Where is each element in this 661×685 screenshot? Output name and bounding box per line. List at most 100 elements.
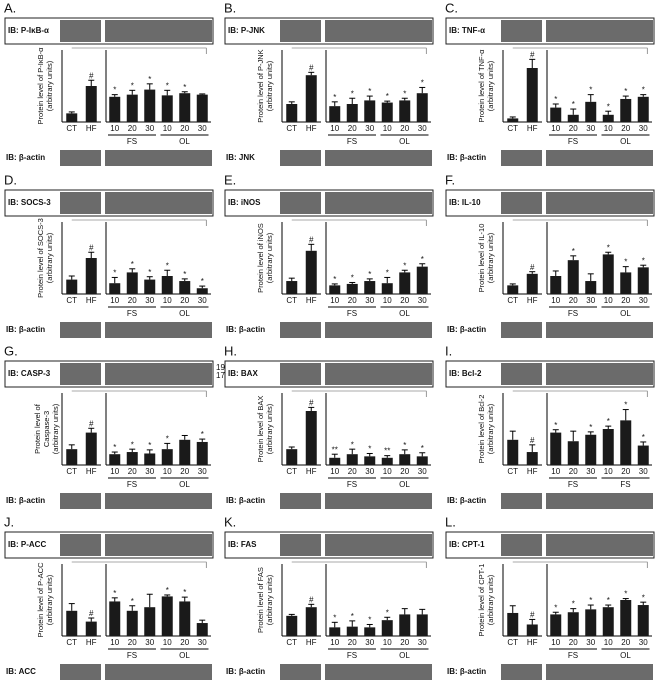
x-tick-label: 20 [621,296,630,305]
blot-title: IB: P-IκB-α [8,26,49,35]
significance-mark: * [113,269,116,278]
significance-mark: * [131,81,134,90]
bar [602,429,614,465]
x-tick-label: HF [86,467,97,476]
group-label: OL [620,137,631,146]
bar [550,432,562,465]
bar [66,610,78,636]
bar [305,250,317,294]
blot-image [546,322,653,338]
control-blot-label: IB: β-actin [226,496,265,505]
x-tick-label: CT [66,638,77,647]
significance-mark: # [309,595,314,604]
bar [179,93,191,122]
x-tick-label: 30 [198,296,207,305]
blot-image [325,363,432,385]
bar [567,441,579,465]
x-tick-label: 30 [586,467,595,476]
bar [126,94,138,122]
x-tick-label: HF [306,638,317,647]
significance-mark: # [89,243,94,252]
significance-mark: * [351,440,354,449]
significance-mark: * [333,93,336,102]
bar [346,104,358,122]
group-label: OL [620,309,631,318]
x-tick-label: 30 [586,296,595,305]
x-tick-label: 30 [639,124,648,133]
x-tick-label: 10 [383,638,392,647]
panel-letter: E. [224,172,236,187]
bar [620,98,632,122]
bracket [512,561,648,568]
x-tick-label: 30 [418,124,427,133]
bar [567,114,579,122]
significance-mark: # [530,436,535,445]
x-tick-label: 20 [348,124,357,133]
x-tick-label: CT [286,467,297,476]
significance-mark: * [333,613,336,622]
blot-image [280,322,321,338]
significance-mark: * [589,423,592,432]
group-label: OL [399,137,410,146]
bar [526,624,538,636]
bar [364,456,376,465]
y-axis-label: (arbitrary units) [265,574,274,625]
blot-title: IB: FAS [228,540,257,549]
x-tick-label: 20 [348,296,357,305]
bracket [512,47,648,54]
x-tick-label: 20 [400,296,409,305]
bar [381,102,393,122]
significance-mark: * [368,445,371,454]
blot-image [546,20,653,42]
bar [286,449,298,465]
x-tick-label: CT [286,296,297,305]
x-tick-label: HF [527,467,538,476]
x-tick-label: 30 [198,467,207,476]
x-tick-label: HF [306,124,317,133]
bar [602,114,614,122]
group-label: FS [127,137,137,146]
significance-mark: * [554,421,557,430]
y-axis-label: Protein level of TNF-α [477,49,486,123]
y-axis-label: Protein level of Bcl-2 [477,395,486,464]
bar [109,96,121,122]
x-tick-label: 20 [400,638,409,647]
control-blot-label: IB: β-actin [6,496,45,505]
significance-mark: * [403,89,406,98]
x-tick-label: 20 [569,124,578,133]
significance-mark: * [201,430,204,439]
blot-image [105,534,212,556]
bar [85,258,97,294]
x-tick-label: 10 [604,638,613,647]
x-tick-label: 10 [330,296,339,305]
bar [416,614,428,636]
bar [144,607,156,636]
y-axis-label: (arbitrary units) [486,403,495,454]
significance-mark: * [113,443,116,452]
significance-mark: # [89,419,94,428]
blot-image [325,20,432,42]
bar [144,89,156,122]
blot-image [60,493,101,509]
significance-mark: * [554,95,557,104]
blot-image [501,20,542,42]
y-axis-label: (arbitrary units) [265,60,274,111]
x-tick-label: 20 [621,638,630,647]
significance-mark: * [589,86,592,95]
significance-mark: * [183,270,186,279]
x-tick-label: HF [86,638,97,647]
x-tick-label: 20 [128,467,137,476]
x-tick-label: 10 [110,638,119,647]
significance-mark: * [166,261,169,270]
bar [585,434,597,465]
bar [526,273,538,294]
x-tick-label: 30 [365,124,374,133]
bar [507,285,519,294]
x-tick-label: HF [527,296,538,305]
bar [381,620,393,636]
group-label: FS [347,137,357,146]
significance-mark: * [607,243,610,252]
y-axis-label: (arbitrary units) [486,574,495,625]
bar [364,100,376,122]
x-tick-label: 30 [145,638,154,647]
